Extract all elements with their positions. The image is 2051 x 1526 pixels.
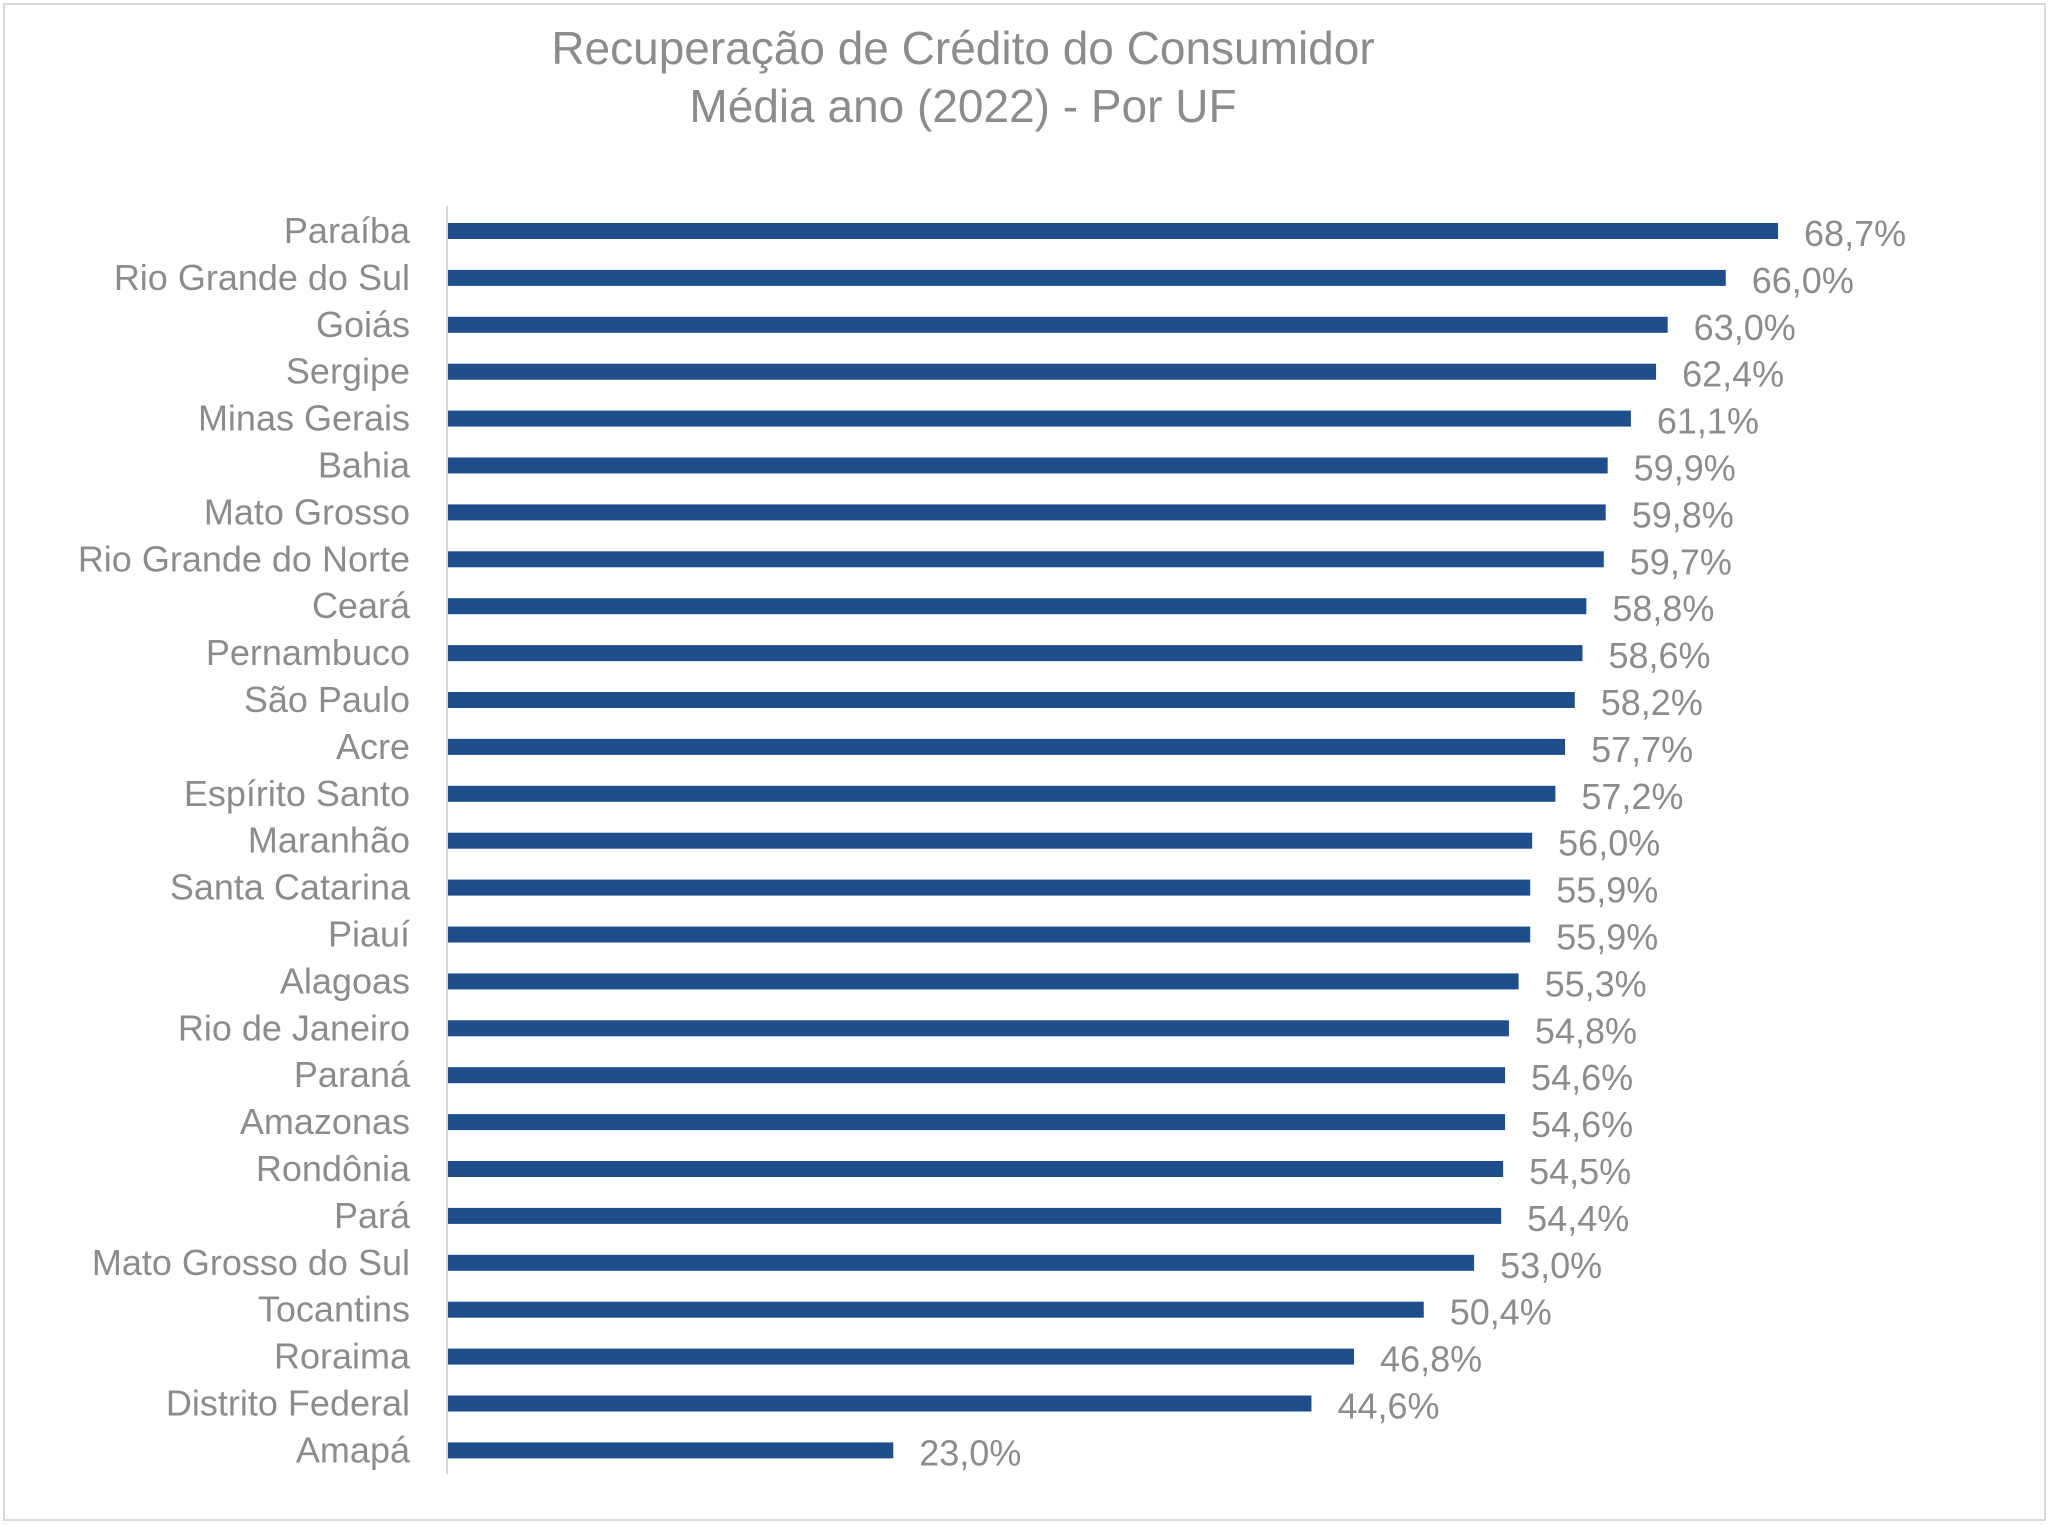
category-label: Rondônia <box>256 1148 411 1189</box>
data-label: 56,0% <box>1558 823 1660 864</box>
data-label: 58,2% <box>1601 682 1703 723</box>
data-label: 57,7% <box>1591 729 1693 770</box>
category-label: Mato Grosso do Sul <box>92 1242 410 1283</box>
bar <box>448 1114 1506 1131</box>
bar <box>448 1067 1506 1084</box>
data-label: 44,6% <box>1337 1386 1439 1427</box>
bar <box>448 223 1779 239</box>
data-label: 62,4% <box>1682 354 1784 395</box>
bar <box>448 738 1566 755</box>
data-label: 57,2% <box>1581 776 1683 817</box>
bar <box>448 316 1668 333</box>
category-label: Mato Grosso <box>204 491 410 532</box>
bar <box>448 832 1533 849</box>
category-label: Distrito Federal <box>166 1383 410 1424</box>
bar <box>448 1020 1509 1037</box>
data-label: 54,4% <box>1527 1198 1629 1239</box>
bar <box>448 551 1604 568</box>
data-label: 55,3% <box>1545 963 1647 1004</box>
data-label: 59,8% <box>1632 494 1734 535</box>
bar <box>448 1395 1312 1412</box>
data-label: 58,6% <box>1608 635 1710 676</box>
category-label: Goiás <box>316 304 410 345</box>
bar <box>448 645 1583 662</box>
chart-title-block: Recuperação de Crédito do Consumidor Méd… <box>5 19 1921 135</box>
category-label: Rio de Janeiro <box>178 1007 410 1048</box>
category-label: Amazonas <box>240 1101 410 1142</box>
bar <box>448 504 1606 521</box>
data-label: 59,9% <box>1634 448 1736 489</box>
chart-subtitle: Média ano (2022) - Por UF <box>689 80 1237 132</box>
category-label: Paraíba <box>284 210 411 251</box>
data-label: 55,9% <box>1556 917 1658 958</box>
bar <box>448 926 1531 943</box>
category-label: Minas Gerais <box>198 398 410 439</box>
category-label: Santa Catarina <box>170 867 411 908</box>
bar <box>448 879 1531 896</box>
category-label: Tocantins <box>258 1289 410 1330</box>
category-label: Maranhão <box>248 820 410 861</box>
bar <box>448 1348 1355 1365</box>
category-label: Pernambuco <box>206 632 410 673</box>
category-label: Sergipe <box>286 351 410 392</box>
bar <box>448 1442 894 1459</box>
category-label: Ceará <box>312 585 411 626</box>
category-label: Amapá <box>296 1429 411 1470</box>
data-label: 54,8% <box>1535 1010 1637 1051</box>
category-label: Roraima <box>274 1336 411 1377</box>
bar <box>448 1301 1424 1318</box>
data-label: 55,9% <box>1556 870 1658 911</box>
data-label: 54,6% <box>1531 1104 1633 1145</box>
category-label: Piauí <box>328 914 410 955</box>
data-label: 23,0% <box>919 1432 1021 1473</box>
bar <box>448 1254 1475 1271</box>
data-label: 54,5% <box>1529 1151 1631 1192</box>
bar <box>448 1207 1502 1224</box>
chart-title: Recuperação de Crédito do Consumidor <box>551 22 1375 74</box>
bar <box>448 457 1608 474</box>
bar <box>448 692 1575 708</box>
data-label: 59,7% <box>1630 541 1732 582</box>
category-label: Alagoas <box>280 960 410 1001</box>
category-label: Bahia <box>318 445 411 486</box>
bar <box>448 1161 1504 1177</box>
data-label: 61,1% <box>1657 401 1759 442</box>
bar <box>448 785 1556 802</box>
category-label: Paraná <box>294 1054 411 1095</box>
bar <box>448 410 1631 427</box>
category-label: Pará <box>334 1195 411 1236</box>
bar <box>448 363 1657 380</box>
category-label: Rio Grande do Sul <box>114 257 410 298</box>
category-label: São Paulo <box>244 679 410 720</box>
category-label: Espírito Santo <box>184 773 410 814</box>
data-label: 53,0% <box>1500 1245 1602 1286</box>
data-label: 46,8% <box>1380 1339 1482 1380</box>
category-label: Rio Grande do Norte <box>78 538 410 579</box>
data-label: 63,0% <box>1694 307 1796 348</box>
bar <box>448 598 1587 615</box>
data-label: 54,6% <box>1531 1057 1633 1098</box>
data-label: 68,7% <box>1804 213 1906 254</box>
bar <box>448 973 1519 990</box>
data-label: 66,0% <box>1752 260 1854 301</box>
bar <box>448 269 1726 286</box>
data-label: 50,4% <box>1450 1292 1552 1333</box>
data-label: 58,8% <box>1612 588 1714 629</box>
category-label: Acre <box>336 726 410 767</box>
